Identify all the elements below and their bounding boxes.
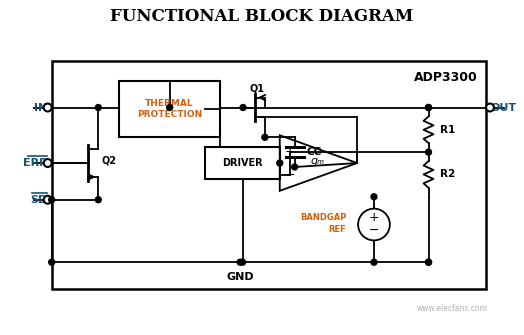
Bar <box>119 81 220 137</box>
Circle shape <box>371 259 377 265</box>
Circle shape <box>425 105 431 111</box>
Text: DRIVER: DRIVER <box>222 158 263 168</box>
Circle shape <box>277 160 283 166</box>
Circle shape <box>425 259 431 265</box>
Text: www.elecfans.com: www.elecfans.com <box>417 304 488 313</box>
Circle shape <box>237 259 243 265</box>
Text: FUNCTIONAL BLOCK DIAGRAM: FUNCTIONAL BLOCK DIAGRAM <box>110 8 413 25</box>
Circle shape <box>240 105 246 111</box>
Text: PROTECTION: PROTECTION <box>137 111 202 120</box>
Text: BANDGAP: BANDGAP <box>300 213 346 222</box>
Bar <box>205 147 280 179</box>
Text: R2: R2 <box>440 170 456 180</box>
Bar <box>52 61 486 289</box>
Circle shape <box>262 134 268 140</box>
Text: Q1: Q1 <box>249 84 265 93</box>
Text: ADP3300: ADP3300 <box>414 71 478 84</box>
Circle shape <box>425 105 431 111</box>
Text: REF: REF <box>329 225 346 234</box>
Text: CC: CC <box>307 147 322 157</box>
Text: +: + <box>369 211 379 224</box>
Text: Q2: Q2 <box>101 155 116 165</box>
Circle shape <box>49 259 54 265</box>
Circle shape <box>292 164 298 170</box>
Circle shape <box>95 105 101 111</box>
Circle shape <box>43 159 52 167</box>
Text: −: − <box>285 169 295 182</box>
Circle shape <box>486 104 494 112</box>
Circle shape <box>43 196 52 204</box>
Circle shape <box>43 104 52 112</box>
Text: OUT: OUT <box>490 103 516 113</box>
Circle shape <box>95 197 101 203</box>
Text: THERMAL: THERMAL <box>145 98 194 108</box>
Circle shape <box>358 209 390 241</box>
Text: SD: SD <box>30 195 48 205</box>
Circle shape <box>167 105 173 111</box>
Text: ERR: ERR <box>23 158 48 168</box>
Circle shape <box>239 259 246 265</box>
Text: IN: IN <box>35 103 48 113</box>
Circle shape <box>425 259 431 265</box>
Circle shape <box>371 194 377 200</box>
Text: gₘ: gₘ <box>310 156 324 166</box>
Circle shape <box>425 149 431 155</box>
Text: GND: GND <box>226 272 254 282</box>
Text: +: + <box>285 145 295 158</box>
Text: R1: R1 <box>440 125 456 135</box>
Text: −: − <box>369 224 379 237</box>
Circle shape <box>49 197 54 203</box>
